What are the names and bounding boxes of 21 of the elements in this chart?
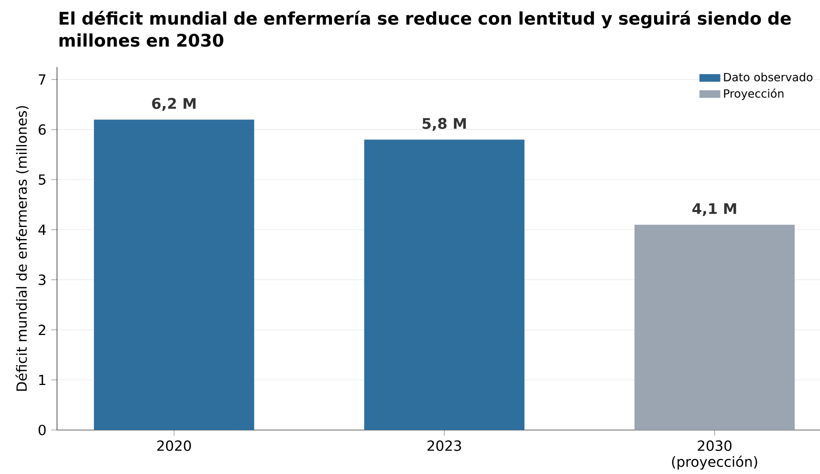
chart-title: El déficit mundial de enfermería se reduce con lentitud y seguirá siendo de millones en 2030	[60, 10, 791, 47]
y-tick-label: 7	[38, 74, 46, 85]
y-tick-label: 6	[38, 124, 46, 135]
y-tick-label: 0	[38, 424, 46, 436]
y-axis-title: Déficit mundial de enfermeras (millones)	[16, 106, 29, 391]
legend-label: Dato observado	[724, 72, 812, 82]
bar	[364, 140, 524, 430]
y-tick-label: 4	[38, 224, 46, 235]
y-tick-label: 5	[38, 174, 46, 185]
y-tick-label: 2	[38, 324, 46, 336]
y-tick-label: 3	[38, 274, 46, 286]
data-label: 4,1 M	[692, 203, 736, 216]
bar	[94, 120, 254, 430]
x-tick-label: 2020	[157, 440, 191, 451]
data-label: 6,2 M	[152, 98, 196, 111]
bar	[634, 224, 795, 430]
legend-label: Proyección	[724, 88, 784, 100]
data-label: 5,8 M	[422, 118, 466, 131]
x-tick-label: 2023	[428, 440, 461, 451]
x-tick-label: 2030 (proyección)	[672, 440, 758, 470]
y-tick-label: 1	[39, 374, 46, 386]
